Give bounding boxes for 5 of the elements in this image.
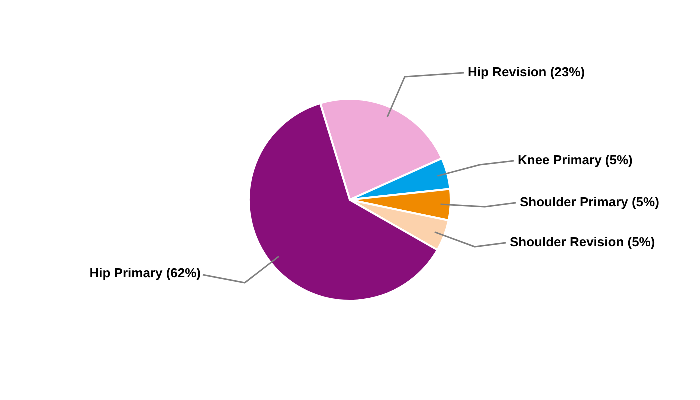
slice-label: Shoulder Primary (5%): [520, 194, 660, 210]
slice-label: Hip Revision (23%): [468, 64, 586, 80]
slice-label: Hip Primary (62%): [90, 266, 201, 281]
slice-label: Shoulder Revision (5%): [510, 234, 656, 250]
slice-label: Knee Primary (5%): [518, 152, 633, 168]
